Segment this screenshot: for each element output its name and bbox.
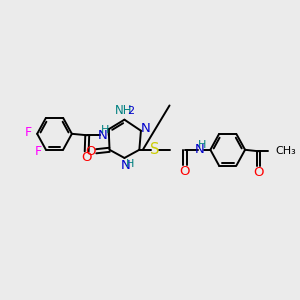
Text: S: S — [150, 142, 160, 157]
Text: N: N — [98, 129, 107, 142]
Text: NH: NH — [115, 104, 132, 117]
Text: H: H — [126, 159, 134, 170]
Text: O: O — [85, 145, 96, 158]
Text: H: H — [100, 125, 109, 135]
Text: O: O — [180, 165, 190, 178]
Text: H: H — [197, 140, 206, 150]
Text: CH₃: CH₃ — [275, 146, 296, 156]
Text: O: O — [81, 152, 92, 164]
Text: N: N — [195, 143, 204, 156]
Text: F: F — [34, 145, 42, 158]
Text: O: O — [253, 166, 264, 179]
Text: 2: 2 — [127, 106, 134, 116]
Text: F: F — [25, 126, 32, 139]
Text: N: N — [141, 122, 151, 135]
Text: N: N — [121, 159, 131, 172]
